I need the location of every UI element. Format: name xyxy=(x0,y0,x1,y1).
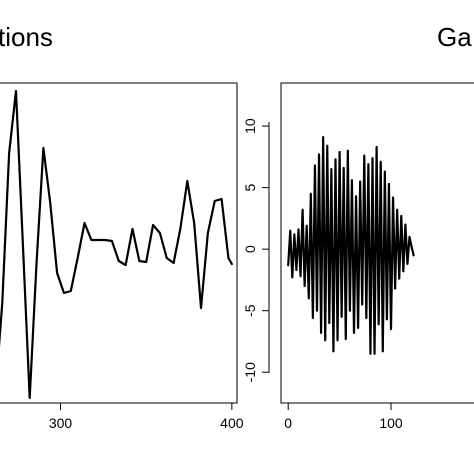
left-plot-frame xyxy=(0,82,238,404)
left-x-tick-label: 400 xyxy=(220,415,244,431)
right-y-ticks: -10 -5 0 5 10 xyxy=(242,118,269,382)
right-y-tick-label: 0 xyxy=(242,245,258,253)
right-y-tick-label: 5 xyxy=(242,184,258,192)
right-x-tick-label: 100 xyxy=(379,415,403,431)
right-series-line xyxy=(287,136,415,355)
right-chart-title: Ga xyxy=(437,22,472,52)
left-series-line xyxy=(0,89,233,400)
right-y-tick-label: 10 xyxy=(242,118,258,134)
right-x-ticks: 0 100 xyxy=(284,403,403,431)
right-x-tick-label: 0 xyxy=(284,415,292,431)
left-x-tick-label: 300 xyxy=(49,415,73,431)
right-y-tick-label: -10 xyxy=(242,362,258,382)
left-x-ticks: 300 400 xyxy=(49,403,244,431)
right-y-tick-label: -5 xyxy=(242,304,258,317)
left-chart-title: tions xyxy=(0,22,53,52)
left-panel: tions 300 400 xyxy=(0,22,244,431)
right-panel: Ga -10 -5 0 5 10 0 100 xyxy=(242,22,474,431)
